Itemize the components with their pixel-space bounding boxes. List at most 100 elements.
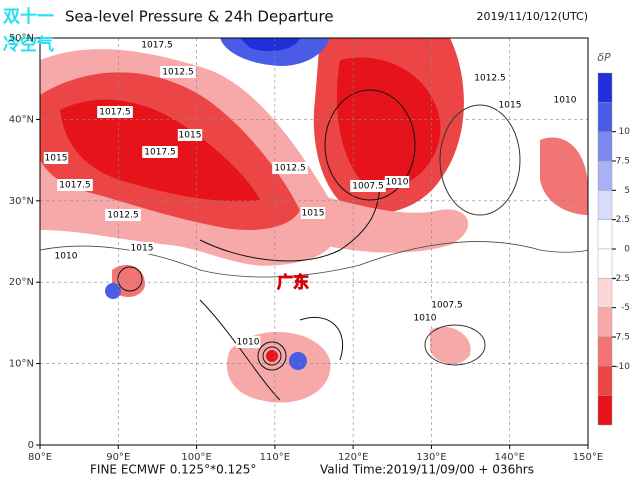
- red-core: [266, 350, 278, 362]
- isobar: [424, 324, 486, 366]
- contour-label: 1010: [414, 314, 437, 324]
- colorbar-segment: [597, 190, 613, 220]
- colorbar-segment: [597, 160, 613, 191]
- contour-label-bg: [139, 39, 175, 51]
- contour-label: 1010: [55, 252, 78, 262]
- pink-area: [300, 190, 469, 253]
- contour-label-bg: [350, 180, 386, 192]
- contour-label-bg: [53, 250, 79, 262]
- contour-label: 1015: [499, 101, 522, 111]
- colorbar-segment: [597, 366, 613, 396]
- colorbar-segment: [597, 336, 613, 367]
- coastline: [199, 299, 344, 401]
- x-tick-label: 110°E: [260, 452, 290, 463]
- map-frame: [39, 37, 589, 446]
- footer-source: FINE ECMWF 0.125°*0.125°: [90, 463, 256, 477]
- contour-label-bg: [429, 299, 465, 311]
- contour-label: 1015: [45, 154, 68, 164]
- colorbar-segment: [597, 219, 613, 250]
- contour-label-bg: [235, 336, 261, 348]
- contour-label-bg: [384, 176, 410, 188]
- y-tick-label: 30°N: [9, 196, 34, 207]
- colorbar-label: δP: [597, 51, 611, 64]
- contour-label: 1017.5: [141, 41, 173, 51]
- map-time: 2019/11/10/12(UTC): [477, 10, 589, 23]
- colorbar-segment: [597, 72, 613, 103]
- contour-label: 1017.5: [144, 148, 176, 158]
- colorbar-segment: [597, 131, 613, 162]
- contour-label: 1015: [131, 244, 154, 254]
- x-tick-label: 100°E: [181, 452, 211, 463]
- contour-label: 1007.5: [352, 182, 384, 192]
- overlay-text: 冷空气: [3, 34, 54, 55]
- isobar: [324, 89, 416, 201]
- y-tick-label: 50°N: [9, 33, 34, 44]
- colorbar-tick-label: -10: [615, 362, 630, 372]
- contour-label-bg: [57, 179, 93, 191]
- contour-label-bg: [43, 152, 69, 164]
- isobar: [257, 341, 287, 371]
- contour-label: 1012.5: [274, 164, 306, 174]
- x-tick-label: 130°E: [416, 452, 446, 463]
- x-tick-label: 120°E: [338, 452, 368, 463]
- y-tick-label: 10°N: [9, 359, 34, 370]
- contour-label: 1015: [179, 131, 202, 141]
- blue-core: [289, 352, 307, 370]
- contour-label-bg: [160, 66, 196, 78]
- contour-label: 1017.5: [59, 181, 91, 191]
- colorbar-tick-label: 0: [624, 245, 630, 255]
- contour-label-bg: [300, 207, 326, 219]
- colorbar-segment: [597, 248, 613, 279]
- contour-label-bg: [97, 106, 133, 118]
- colorbar-tick-label: 2.5: [616, 215, 630, 225]
- overlay-text: 双十一: [3, 6, 54, 27]
- contour-label: 1015: [302, 209, 325, 219]
- colorbar-tick-label: -7.5: [612, 333, 630, 343]
- colorbar-segment: [597, 102, 613, 132]
- contour-label-bg: [105, 209, 141, 221]
- contour-label: 1007.5: [431, 301, 463, 311]
- contour-label-bg: [552, 94, 578, 106]
- x-tick-label: 80°E: [28, 452, 52, 463]
- colorbar-tick-label: 5: [624, 186, 630, 196]
- colorbar-tick-label: -2.5: [612, 274, 630, 284]
- colorbar-segment: [597, 307, 613, 338]
- isobar: [439, 104, 521, 216]
- y-tick-label: 40°N: [9, 114, 34, 125]
- contour-label: 1012.5: [474, 74, 506, 84]
- map-title: Sea-level Pressure & 24h Departure: [65, 8, 334, 26]
- y-tick-label: 0: [28, 440, 34, 451]
- x-tick-label: 140°E: [495, 452, 525, 463]
- pink-area: [226, 331, 331, 403]
- contour-label: 1012.5: [162, 68, 194, 78]
- contour-label: 1012.5: [107, 211, 139, 221]
- contour-label: 1010: [237, 338, 260, 348]
- contour-labels: 1017.51012.51017.510151017.510151017.510…: [43, 39, 578, 348]
- footer-valid: Valid Time:2019/11/09/00 + 036hrs: [320, 463, 534, 477]
- contour-label: 1010: [554, 96, 577, 106]
- colorbar-segment: [597, 395, 613, 426]
- contour-label-bg: [497, 99, 523, 111]
- contour-label-bg: [129, 242, 155, 254]
- contour-label: 1010: [386, 178, 409, 188]
- blue-core: [105, 283, 121, 299]
- x-tick-label: 90°E: [106, 452, 130, 463]
- blue-core: [240, 38, 300, 52]
- colorbar-tick-label: 10: [619, 127, 631, 137]
- contour-label-bg: [142, 146, 178, 158]
- contour-label-bg: [412, 312, 438, 324]
- pink-area: [540, 137, 588, 215]
- isobar: [262, 346, 282, 366]
- colorbar-tick-label: -5: [621, 303, 630, 313]
- contour-label-bg: [472, 72, 508, 84]
- colorbar-tick-label: 7.5: [616, 157, 630, 167]
- contour-label-bg: [177, 129, 203, 141]
- contour-label: 1017.5: [99, 108, 131, 118]
- coastline: [199, 179, 381, 262]
- y-tick-label: 20°N: [9, 277, 34, 288]
- contour-label-bg: [272, 162, 308, 174]
- x-tick-label: 150°E: [573, 452, 603, 463]
- colorbar: 10 7.5 5 2.5 0 -2.5 -5 -7.5 -10: [597, 72, 631, 426]
- pink-area: [430, 326, 471, 365]
